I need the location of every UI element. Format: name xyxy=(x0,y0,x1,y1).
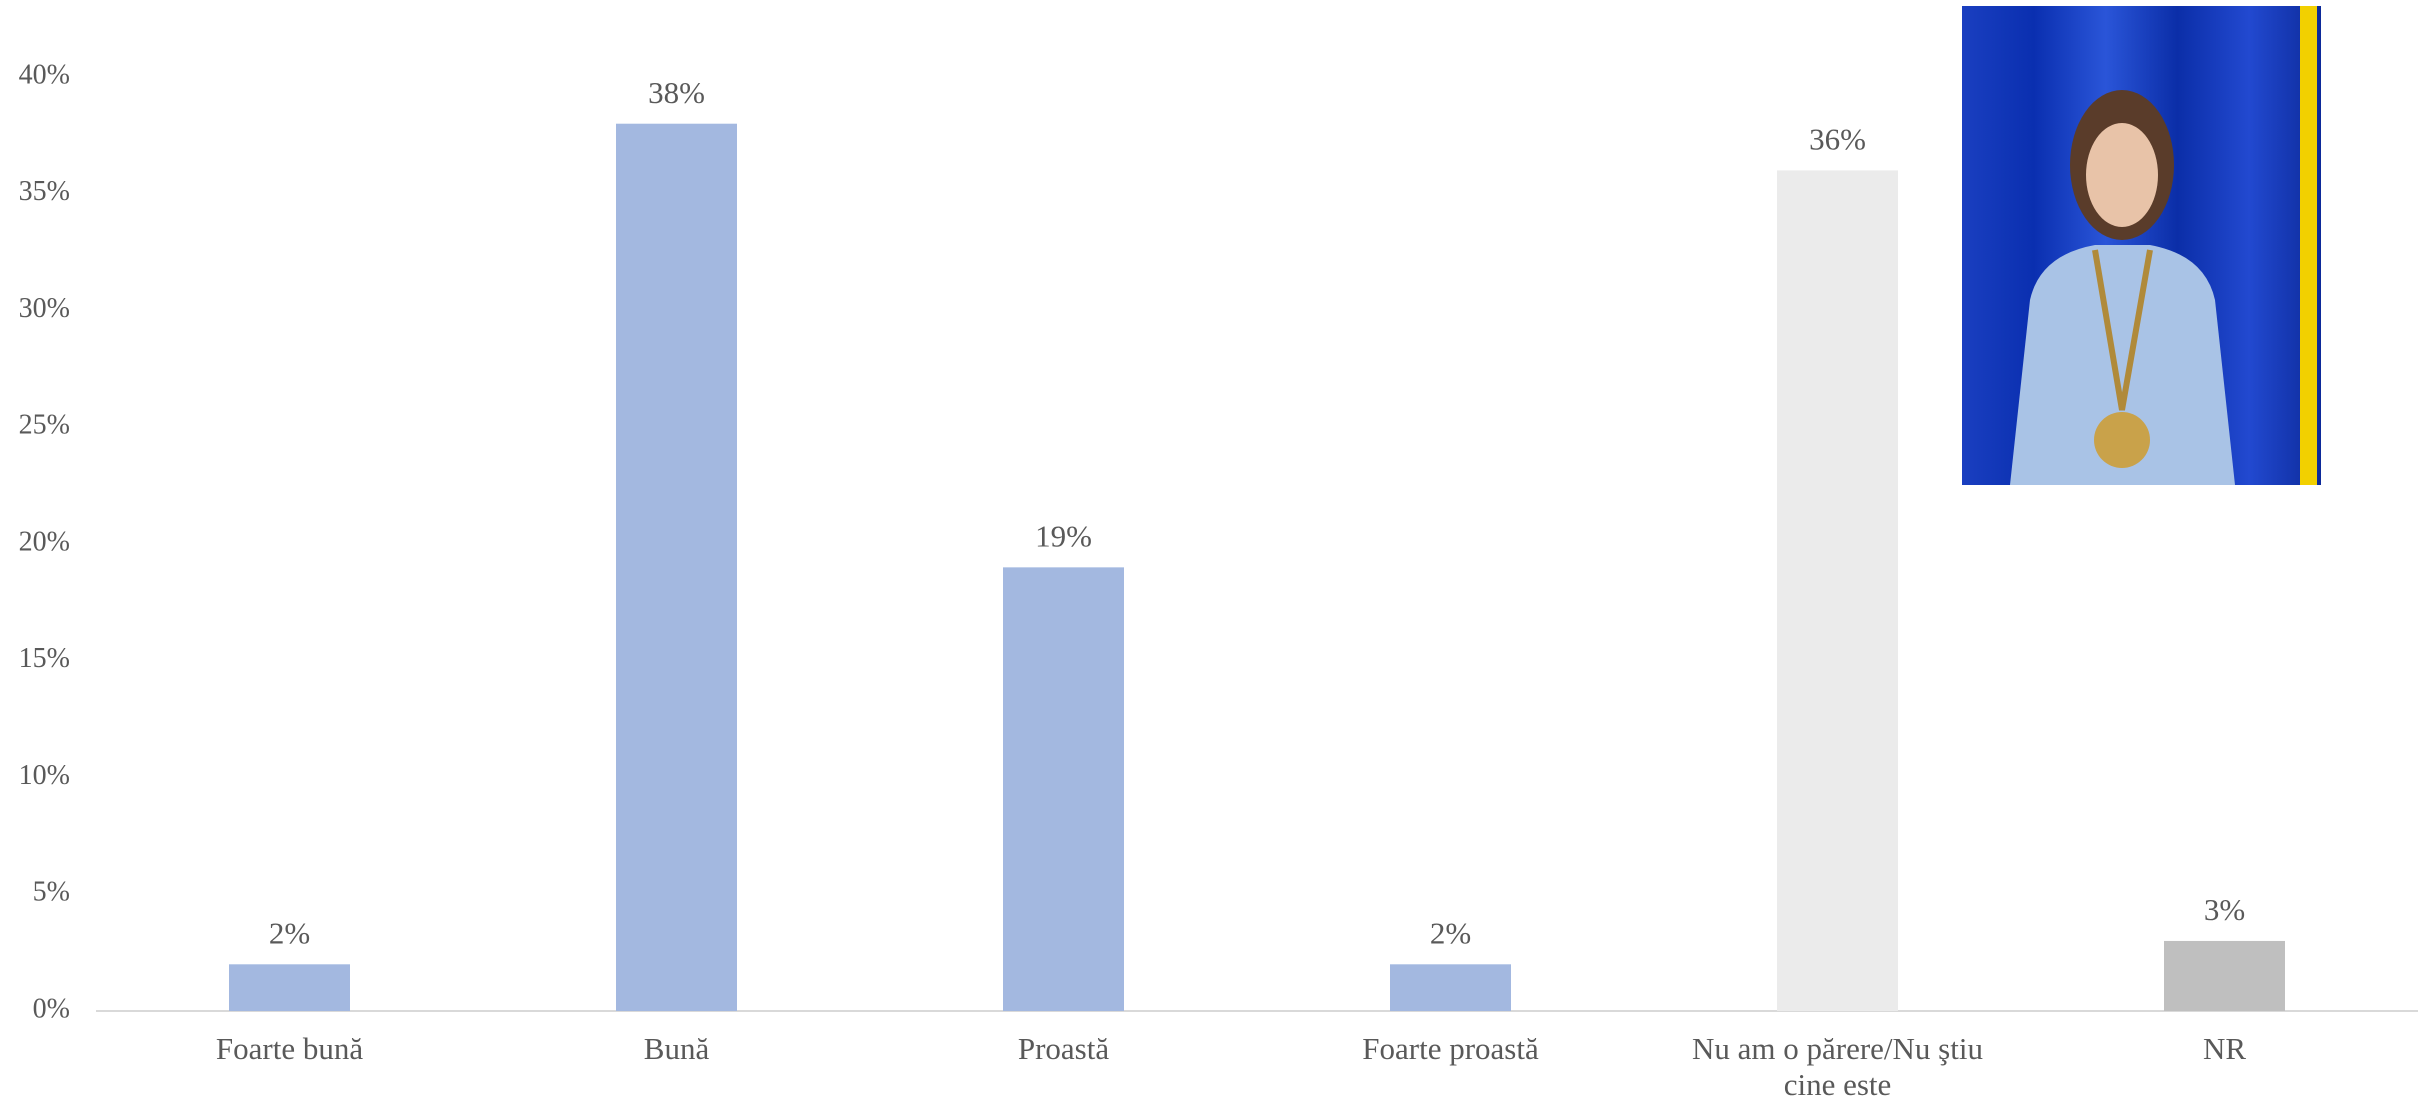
bar xyxy=(2164,940,2285,1011)
x-tick-label: Nu am o părere/Nu ştiu cine este xyxy=(1692,1031,1983,1102)
x-tick-label: NR xyxy=(2202,1031,2247,1066)
y-tick-label: 35% xyxy=(19,176,70,207)
y-tick-label: 40% xyxy=(19,59,70,90)
photo xyxy=(1962,6,2321,485)
figure-body xyxy=(2010,245,2235,485)
y-tick-label: 10% xyxy=(19,760,70,791)
value-label: 19% xyxy=(1035,518,1092,553)
flag-stripe xyxy=(2300,6,2317,485)
x-tick-label: Foarte proastă xyxy=(1362,1031,1539,1066)
figure-face xyxy=(2086,123,2158,227)
y-tick-label: 15% xyxy=(19,643,70,674)
x-tick-label: Proastă xyxy=(1017,1031,1110,1066)
bar xyxy=(1390,964,1511,1011)
y-tick-label: 20% xyxy=(19,526,70,557)
bar xyxy=(1003,567,1124,1011)
value-label: 36% xyxy=(1809,122,1866,157)
y-tick-label: 5% xyxy=(33,877,70,908)
bar xyxy=(1777,170,1898,1011)
y-tick-label: 0% xyxy=(33,993,70,1024)
figure-medal xyxy=(2094,412,2150,468)
x-tick-label: Bună xyxy=(643,1031,710,1066)
value-label: 2% xyxy=(269,915,310,950)
figure-chain xyxy=(2092,249,2153,411)
value-label: 3% xyxy=(2204,892,2245,927)
bar xyxy=(229,964,350,1011)
y-tick-label: 25% xyxy=(19,410,70,441)
value-label: 38% xyxy=(648,75,705,110)
bar xyxy=(616,123,737,1011)
x-tick-label: Foarte bună xyxy=(215,1031,364,1066)
value-label: 2% xyxy=(1430,915,1471,950)
y-tick-label: 30% xyxy=(19,293,70,324)
